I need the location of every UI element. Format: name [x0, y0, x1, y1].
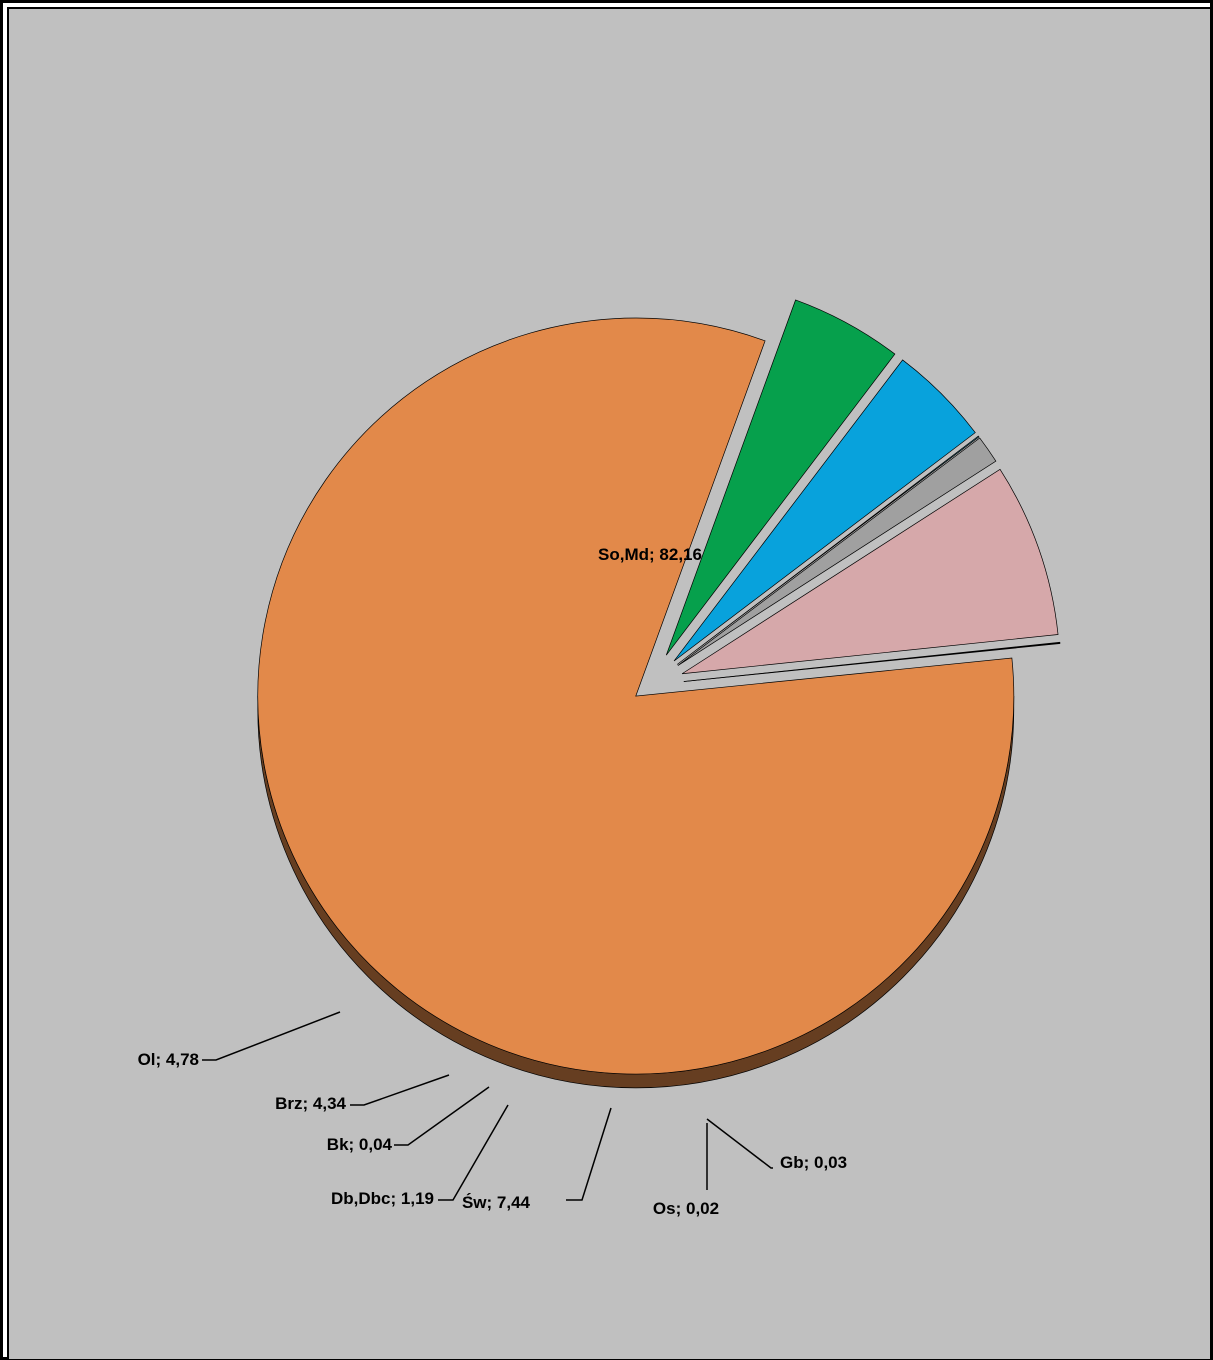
label-leaders: [202, 1011, 773, 1201]
leader-gb: [706, 1118, 773, 1169]
label-so-md: So,Md; 82,16: [598, 545, 702, 564]
slice--w: [681, 468, 1059, 675]
label-gb: Gb; 0,03: [780, 1153, 847, 1172]
slice-os: [683, 641, 1061, 682]
leader-ol: [202, 1011, 341, 1061]
slice-tops: [257, 299, 1061, 1075]
slice-brz: [673, 359, 976, 662]
slice-so-md: [257, 317, 1015, 1075]
leader-bk: [394, 1086, 490, 1146]
label-db-dbc: Db,Dbc; 1,19: [331, 1189, 434, 1208]
leader--w: [566, 1107, 612, 1201]
slice-db-dbc: [677, 437, 997, 666]
label-os: Os; 0,02: [653, 1199, 719, 1218]
leader-db-dbc: [438, 1104, 509, 1201]
label--w: Św; 7,44: [462, 1193, 531, 1212]
label-brz: Brz; 4,34: [275, 1094, 346, 1113]
slice-labels: So,Md; 82,16 Gb; 0,03 Os; 0,02 Św; 7,44 Db,D…: [138, 545, 848, 1218]
leader-brz: [350, 1074, 450, 1106]
slice-ol: [665, 299, 896, 656]
label-ol: Ol; 4,78: [138, 1050, 199, 1069]
slice-bk: [676, 435, 980, 665]
label-bk: Bk; 0,04: [327, 1135, 393, 1154]
